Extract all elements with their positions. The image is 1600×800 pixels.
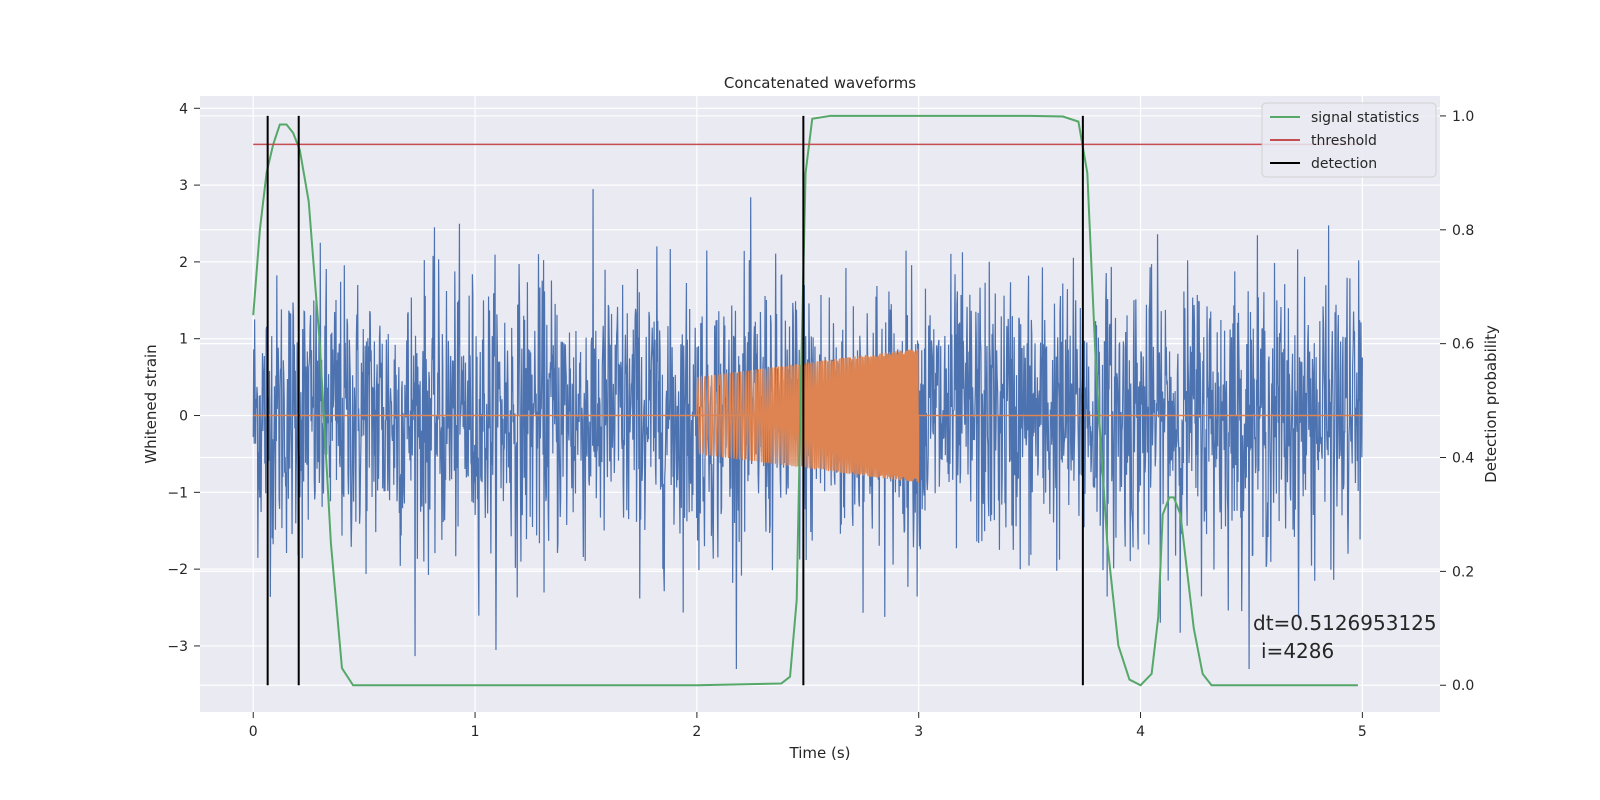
y-axis-label: Whitened strain [142, 344, 160, 463]
y-tick-label-2: 2 [179, 255, 188, 271]
legend-label-threshold: threshold [1311, 133, 1377, 149]
detection-series [266, 115, 1084, 686]
y2-tick-label-0: 1.0 [1452, 109, 1474, 125]
legend-box [1261, 102, 1437, 178]
annotation-dt: dt=0.5126953125 [1253, 611, 1437, 635]
x-tick-label-4: 4 [1136, 724, 1145, 740]
y2-tick-label-2: 0.6 [1452, 337, 1474, 353]
x-tick-label-2: 2 [692, 724, 701, 740]
y-axis-ticks: 4 3 2 1 0 −1 −2 −3 [167, 101, 200, 655]
chart-title: Concatenated waveforms [724, 74, 916, 92]
y-tick-label-4: 0 [179, 409, 188, 425]
y-tick-label-6: −2 [167, 562, 188, 578]
signal-statistics-line [252, 114, 1358, 687]
y-tick-label-3: 1 [179, 332, 188, 348]
x-tick-label-1: 1 [471, 724, 480, 740]
legend-label-detection: detection [1311, 156, 1377, 172]
x-tick-label-0: 0 [249, 724, 258, 740]
y2-tick-label-3: 0.4 [1452, 451, 1474, 467]
x-axis-ticks: 0 1 2 3 4 5 [249, 712, 1367, 740]
y2-axis-ticks: 1.0 0.8 0.6 0.4 0.2 0.0 [1440, 109, 1474, 694]
signal-statistics-series [252, 114, 1358, 687]
y2-tick-label-5: 0.0 [1452, 678, 1474, 694]
signal-series [253, 348, 1363, 484]
y2-tick-label-4: 0.2 [1452, 564, 1474, 580]
x-tick-label-5: 5 [1358, 724, 1367, 740]
signal-chirp-line [696, 348, 920, 484]
y-tick-label-1: 3 [179, 178, 188, 194]
y-tick-label-5: −1 [167, 485, 188, 501]
y-tick-label-0: 4 [179, 101, 188, 117]
y2-axis-label: Detection probability [1482, 325, 1500, 483]
legend: signal statistics threshold detection [1261, 102, 1437, 178]
y-tick-label-7: −3 [167, 639, 188, 655]
annotation-i: i=4286 [1261, 639, 1334, 663]
y2-tick-label-1: 0.8 [1452, 223, 1474, 239]
x-axis-label: Time (s) [789, 744, 851, 762]
x-tick-label-3: 3 [914, 724, 923, 740]
legend-label-signal-statistics: signal statistics [1311, 110, 1419, 126]
